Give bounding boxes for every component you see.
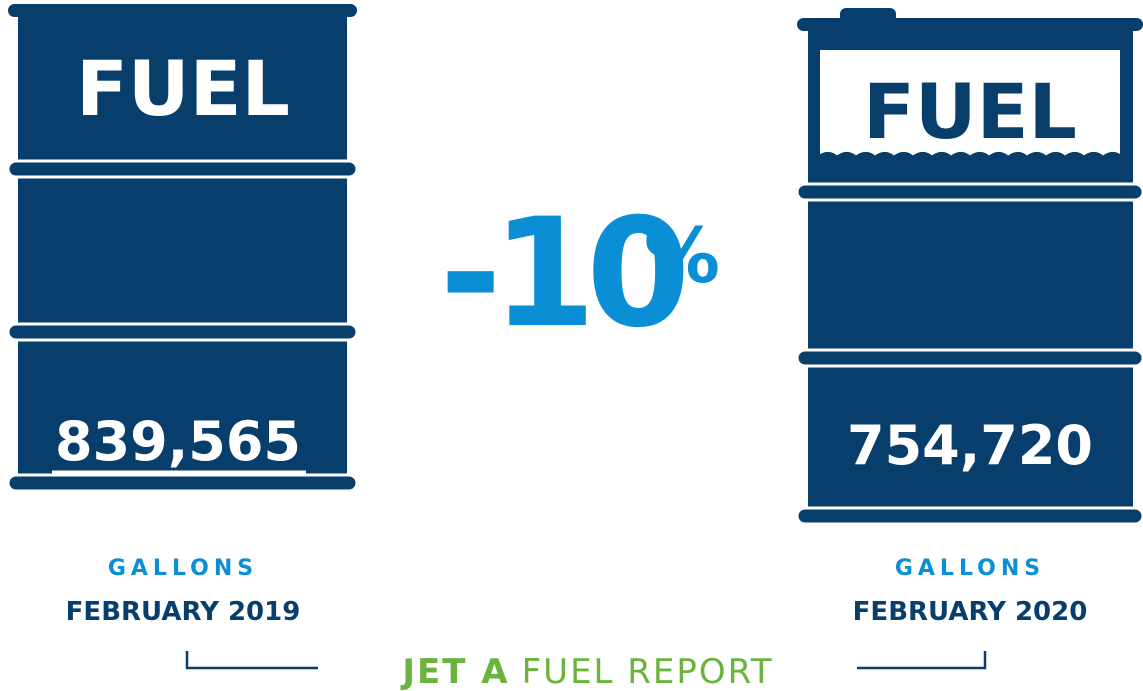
barrel-label: FUEL (863, 67, 1077, 156)
barrel-amount: 839,565 (55, 410, 301, 473)
left-barrel (6, 4, 359, 493)
barrel-rim (795, 348, 1143, 368)
barrel-rim (6, 473, 359, 493)
footer-title: JET A FUEL REPORT (400, 652, 773, 691)
footer-text: FUEL REPORT (522, 652, 774, 691)
footer-highlight: JET A (400, 652, 509, 691)
barrel-body (18, 10, 347, 480)
barrel-rim (6, 159, 359, 179)
barrel-rim (795, 182, 1143, 202)
bracket (857, 651, 987, 670)
barrel-rim (8, 4, 357, 17)
period-label: FEBRUARY 2020 (853, 597, 1088, 627)
change-suffix: % (644, 211, 720, 300)
barrel-label: FUEL (76, 44, 290, 133)
bracket (185, 651, 318, 670)
unit-label: GALLONS (108, 556, 258, 581)
change-value: -10 (440, 187, 685, 361)
barrel-rim (797, 18, 1143, 31)
unit-label: GALLONS (895, 556, 1045, 581)
barrel-amount: 754,720 (847, 414, 1093, 477)
period-label: FEBRUARY 2019 (66, 597, 301, 627)
barrel-rim (795, 506, 1143, 526)
barrel-rim (6, 322, 359, 342)
label-window (816, 46, 1124, 163)
